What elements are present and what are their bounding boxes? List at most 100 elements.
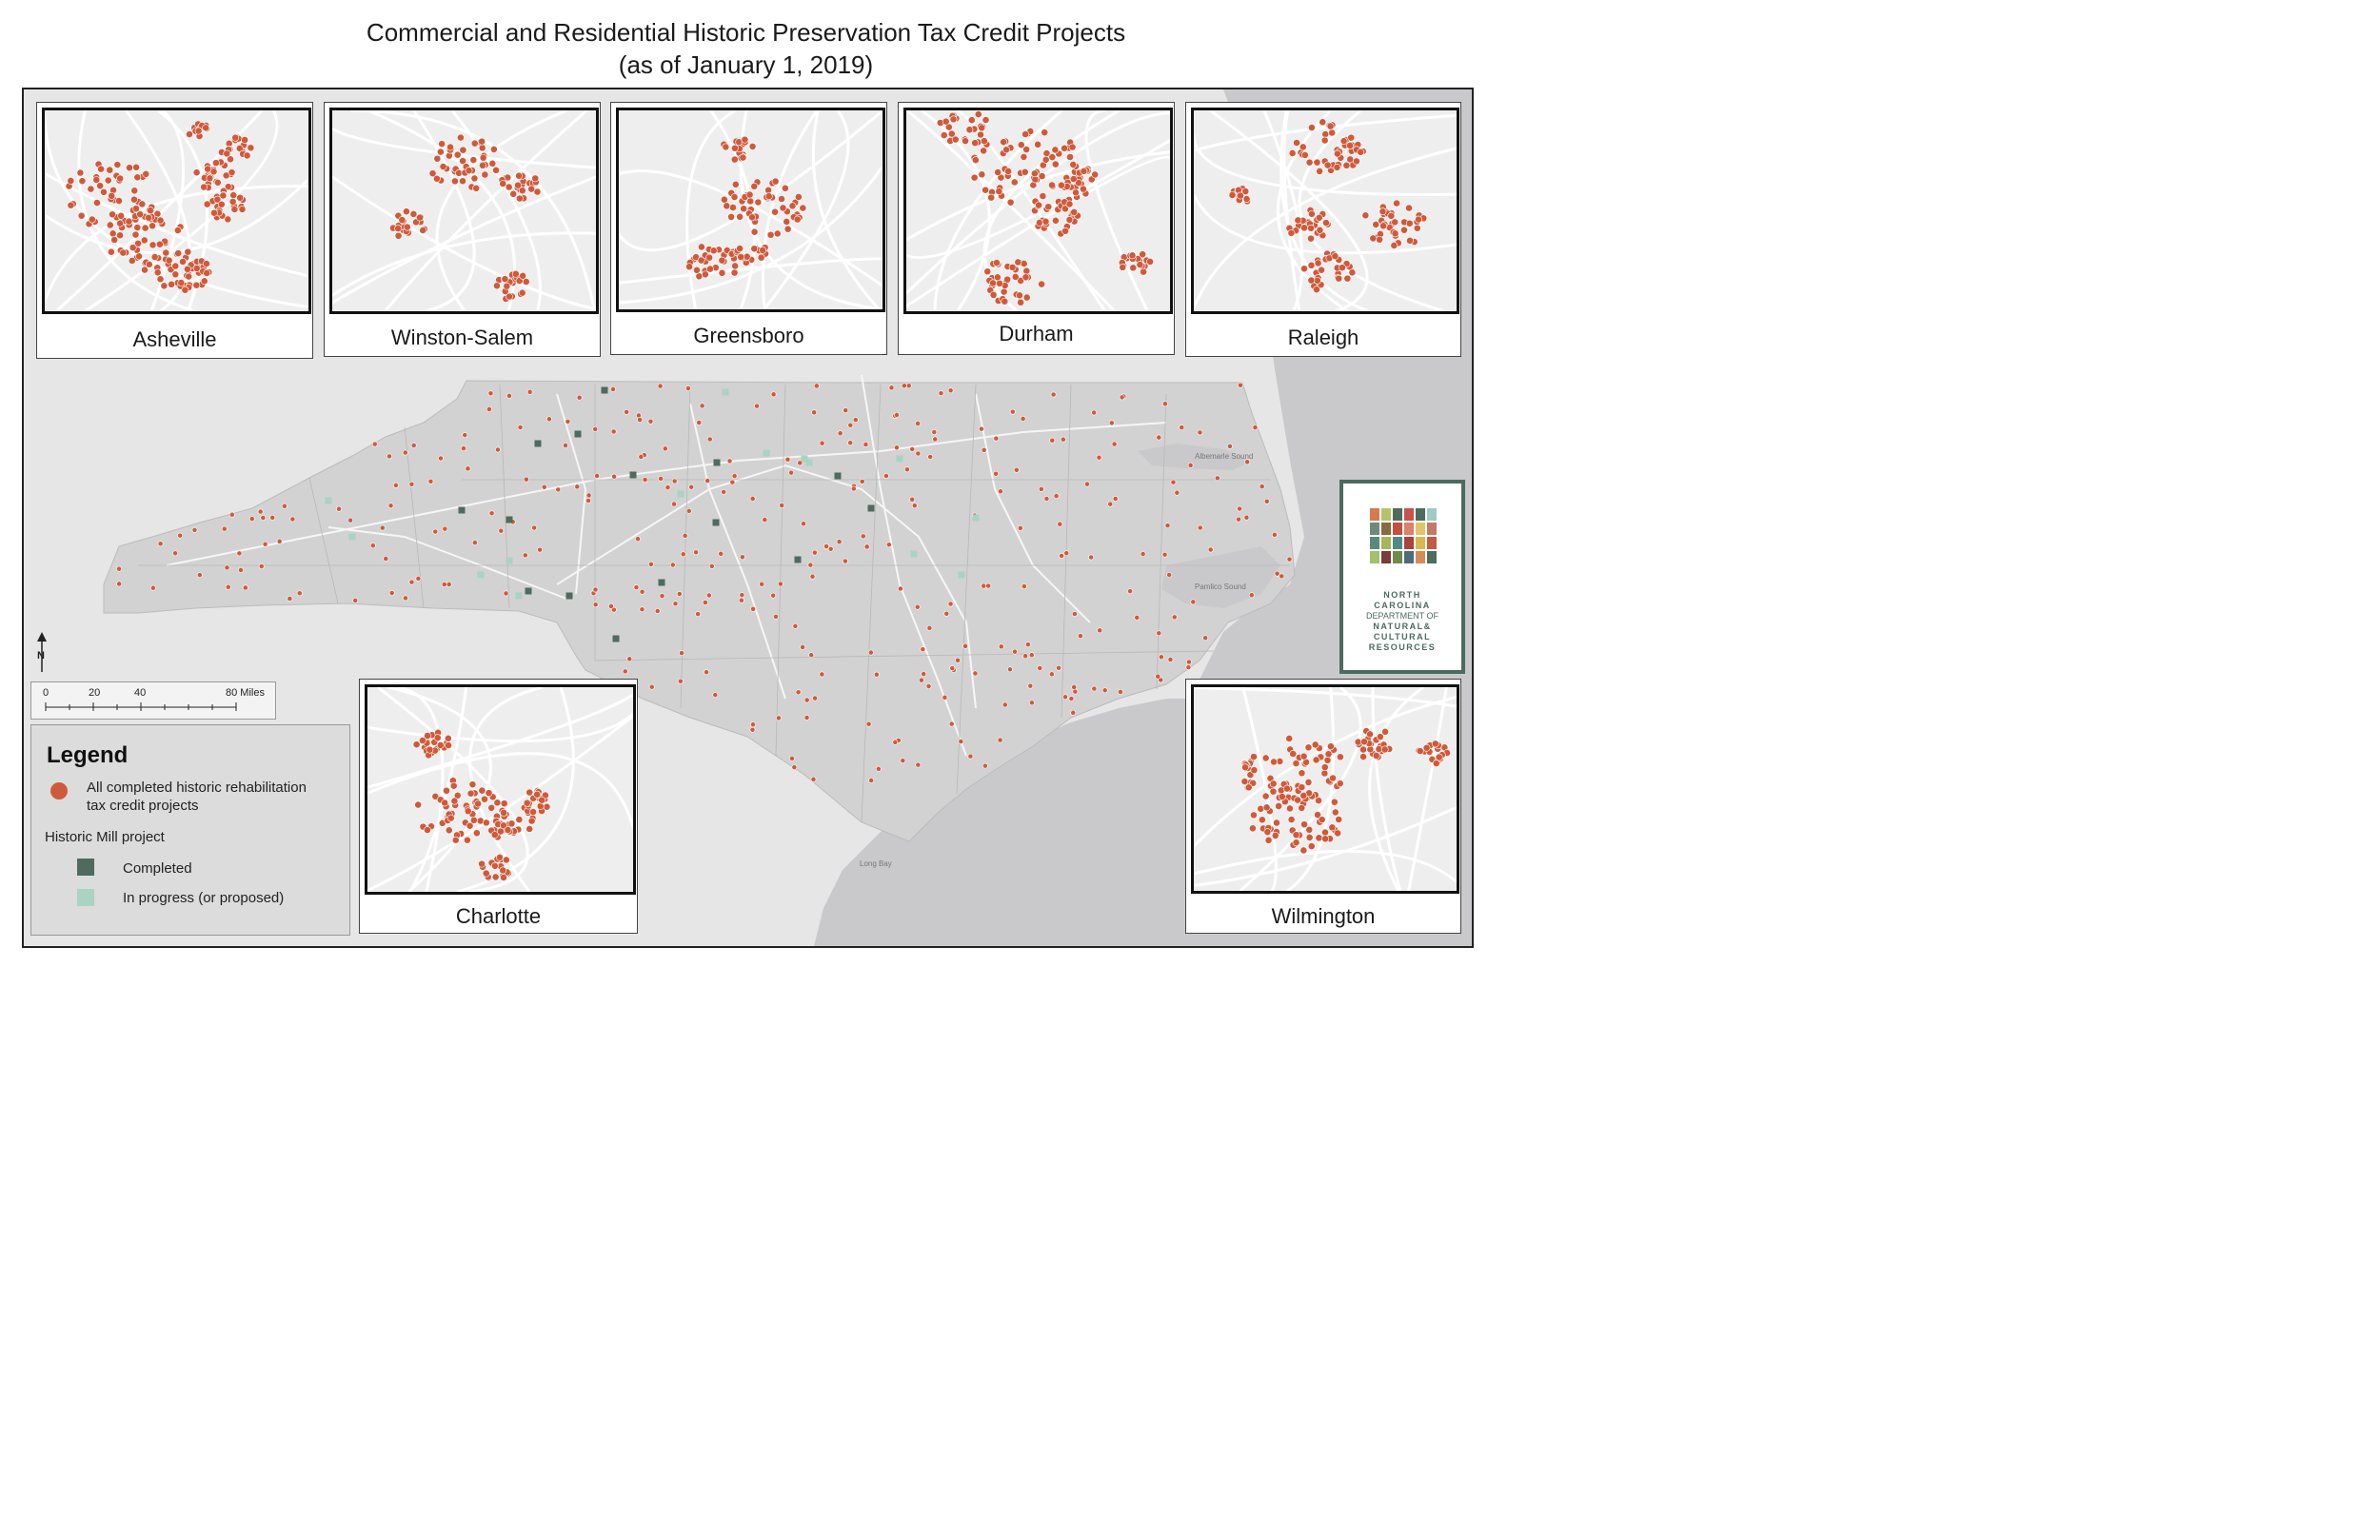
project-point: [110, 236, 119, 244]
project-point: [1056, 664, 1061, 671]
project-point: [527, 817, 536, 825]
project-point: [1299, 846, 1308, 855]
project-point: [1406, 236, 1414, 245]
project-point: [1061, 144, 1068, 152]
project-point: [1088, 554, 1095, 561]
inset-roads: [1194, 687, 1457, 891]
project-point: [433, 154, 442, 163]
project-point: [482, 869, 490, 878]
inset-points-greensboro: [619, 110, 883, 309]
project-point: [1242, 195, 1251, 203]
project-point: [754, 403, 760, 409]
ncdnr-grid-cell: [1416, 551, 1425, 563]
project-point: [67, 177, 75, 185]
project-point: [408, 481, 415, 487]
project-point: [1048, 671, 1055, 678]
project-point: [1039, 192, 1047, 200]
project-point: [1057, 181, 1065, 189]
project-point: [948, 721, 955, 727]
project-point: [654, 608, 661, 614]
project-point: [109, 229, 117, 238]
project-point: [426, 745, 434, 754]
legend-item-inprogress: In progress (or proposed): [123, 890, 285, 906]
project-point: [695, 611, 702, 618]
project-point: [541, 484, 547, 490]
project-point: [962, 137, 969, 146]
project-point: [506, 392, 512, 399]
inset-points-winston: [332, 110, 596, 311]
project-point: [1312, 756, 1320, 764]
project-point: [731, 262, 740, 270]
project-point: [449, 781, 458, 790]
project-point: [970, 173, 979, 182]
project-point: [1252, 424, 1259, 430]
project-point: [1294, 216, 1302, 225]
project-point: [1323, 756, 1332, 764]
project-point: [808, 652, 815, 659]
project-point: [1304, 743, 1313, 752]
project-point: [1035, 219, 1043, 227]
project-point: [718, 550, 724, 557]
project-point: [982, 186, 990, 194]
project-point: [518, 288, 526, 297]
project-point: [1250, 811, 1258, 819]
project-point: [87, 185, 95, 193]
project-point: [133, 173, 142, 182]
project-point: [1250, 753, 1258, 760]
project-point: [503, 590, 509, 597]
project-point: [1261, 754, 1270, 762]
project-point: [336, 505, 342, 512]
project-point: [731, 473, 738, 480]
project-point: [1314, 276, 1321, 285]
project-point: [1136, 261, 1144, 268]
project-point: [730, 268, 739, 277]
project-point: [1324, 750, 1333, 759]
project-point: [487, 803, 496, 812]
project-point: [200, 277, 208, 286]
project-point: [1009, 408, 1016, 415]
project-point: [720, 195, 728, 204]
project-point: [1049, 437, 1056, 444]
inprogress-mill-point: [515, 592, 523, 600]
project-point: [1257, 804, 1265, 813]
project-point: [850, 485, 857, 492]
project-point: [1315, 213, 1323, 222]
project-point: [289, 516, 296, 523]
project-point: [1307, 842, 1316, 850]
project-point: [998, 488, 1003, 495]
ncdnr-grid-cell: [1416, 523, 1425, 535]
project-point: [642, 477, 648, 483]
project-point: [229, 191, 238, 199]
project-point: [770, 592, 777, 599]
project-point: [749, 496, 756, 502]
svg-text:N: N: [37, 650, 45, 661]
project-point: [800, 644, 806, 650]
project-point: [388, 590, 395, 596]
project-point: [574, 484, 581, 490]
project-point: [1174, 489, 1180, 496]
map-frame: Albemarle Sound Pamlico Sound Long Bay A…: [22, 88, 1474, 948]
project-point: [1028, 652, 1035, 659]
project-point: [664, 484, 671, 490]
project-point: [478, 786, 486, 795]
project-point: [626, 656, 633, 662]
project-point: [662, 445, 668, 452]
project-point: [149, 241, 157, 249]
project-point: [1305, 158, 1314, 167]
project-point: [1059, 553, 1064, 559]
project-point: [414, 800, 423, 809]
project-point: [1022, 267, 1031, 275]
project-point: [708, 563, 715, 569]
project-point: [1070, 207, 1079, 216]
project-point: [491, 873, 500, 881]
project-point: [471, 540, 478, 545]
project-point: [842, 558, 848, 564]
project-point: [408, 579, 415, 585]
project-point: [147, 207, 154, 215]
project-point: [444, 734, 452, 742]
project-point: [219, 191, 228, 200]
project-point: [243, 151, 251, 160]
project-point: [750, 605, 757, 612]
project-point: [470, 139, 479, 148]
project-point: [276, 538, 283, 544]
